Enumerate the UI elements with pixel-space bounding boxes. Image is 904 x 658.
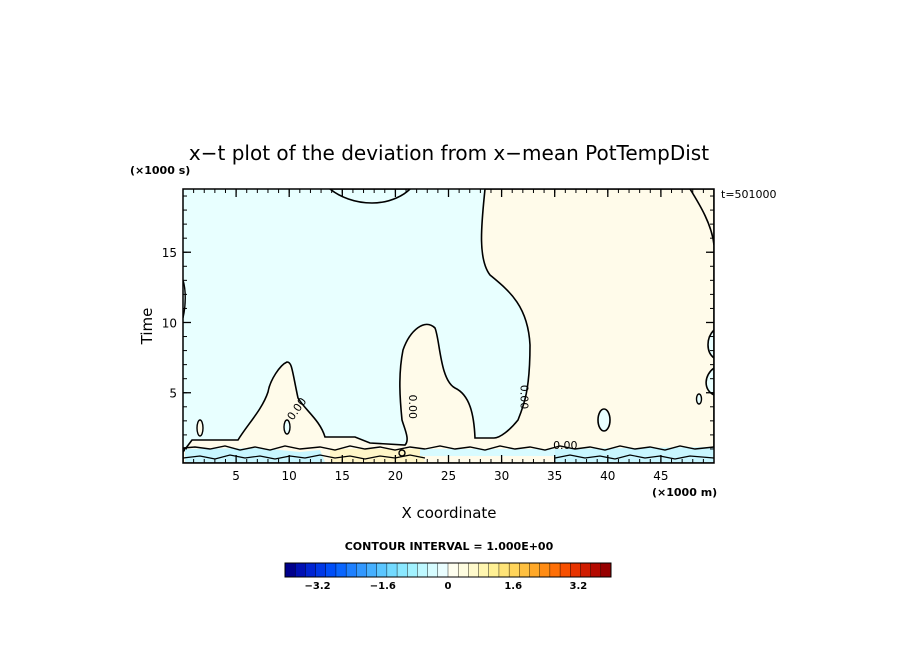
x-tick-label: 15	[335, 469, 350, 483]
x-tick-label: 5	[232, 469, 240, 483]
y-tick-label: 10	[162, 316, 177, 330]
negative-region-band	[420, 449, 555, 456]
colorbar-tick-label: 3.2	[570, 581, 588, 592]
axes: 5 10 15 20 25 30 35 40 45 5 10 15	[162, 189, 715, 483]
colorbar-swatch	[294, 562, 306, 578]
colorbar-swatch	[529, 562, 541, 578]
negative-region-band	[185, 448, 325, 462]
colorbar-swatch	[376, 562, 388, 578]
colorbar-swatch	[580, 562, 592, 578]
x-tick-label: 30	[494, 469, 509, 483]
colorbar-tick-label: −3.2	[305, 581, 331, 592]
colorbar-swatch	[325, 562, 337, 578]
zero-contour	[196, 419, 204, 437]
y-tick-label: 5	[169, 387, 177, 401]
zero-contour	[424, 445, 714, 451]
colorbar-swatch	[427, 562, 439, 578]
positive-region-band	[330, 449, 425, 462]
colorbar-tick-label: −1.6	[370, 581, 396, 592]
colorbar-swatch	[345, 562, 357, 578]
plot-area: 0.00 0.00 0.000.00	[183, 189, 714, 463]
x-tick-label: 45	[653, 469, 668, 483]
colorbar-frame	[284, 562, 612, 578]
colorbar-swatch	[366, 562, 378, 578]
colorbar-swatch	[600, 562, 612, 578]
colorbar-swatch	[315, 562, 327, 578]
colorbar-swatch	[549, 562, 561, 578]
colorbar-tick-label: 1.6	[504, 581, 522, 592]
x-unit-label: (×1000 m)	[652, 486, 717, 499]
colorbar-caption: CONTOUR INTERVAL = 1.000E+00	[345, 540, 554, 553]
chart-title: x−t plot of the deviation from x−mean Po…	[189, 141, 709, 165]
colorbar-swatch	[519, 562, 531, 578]
x-tick-label: 40	[600, 469, 615, 483]
colorbar-swatch	[396, 562, 408, 578]
colorbar-swatch	[335, 562, 347, 578]
colorbar-swatch	[478, 562, 490, 578]
x-axis-label: X coordinate	[401, 504, 496, 522]
colorbar-swatch	[407, 562, 418, 578]
colorbar-swatch	[559, 562, 571, 578]
zero-contour	[283, 419, 291, 435]
x-tick-label: 20	[388, 469, 403, 483]
positive-region	[183, 189, 714, 463]
colorbar-swatch	[590, 562, 602, 578]
colorbar-swatch	[305, 562, 317, 578]
colorbar-swatch	[539, 562, 551, 578]
colorbar-swatch	[457, 562, 469, 578]
colorbar-swatch	[417, 562, 429, 578]
x-tick-label: 10	[282, 469, 297, 483]
x-tick-label: 35	[547, 469, 562, 483]
colorbar-swatch	[447, 562, 459, 578]
colorbar: −3.2 −1.6 0 1.6 3.2	[284, 562, 612, 592]
zero-contour	[689, 189, 714, 246]
contour-value-label: 0.00	[553, 439, 578, 452]
colorbar-swatch	[284, 562, 296, 578]
zero-contour	[597, 408, 611, 432]
colorbar-swatch	[468, 562, 480, 578]
zero-contour	[554, 454, 714, 460]
y-unit-label: (×1000 s)	[130, 164, 190, 177]
colorbar-tick-label: 0	[445, 581, 452, 592]
colorbar-swatch	[570, 562, 581, 578]
contour-value-label: 0.00	[518, 385, 531, 410]
colorbar-swatch	[508, 562, 520, 578]
colorbar-swatch	[437, 562, 449, 578]
colorbar-swatch	[386, 562, 398, 578]
zero-contour	[183, 445, 426, 451]
y-axis-label: Time	[138, 308, 156, 346]
time-stamp: t=501000	[721, 188, 777, 201]
colorbar-swatch	[488, 562, 500, 578]
x-tick-label: 25	[441, 469, 456, 483]
contour-value-label: 0.00	[406, 395, 419, 420]
y-tick-label: 15	[162, 246, 177, 260]
zero-contour	[695, 393, 703, 405]
zero-contour	[183, 454, 426, 460]
colorbar-swatch	[498, 562, 510, 578]
colorbar-swatch	[356, 562, 368, 578]
